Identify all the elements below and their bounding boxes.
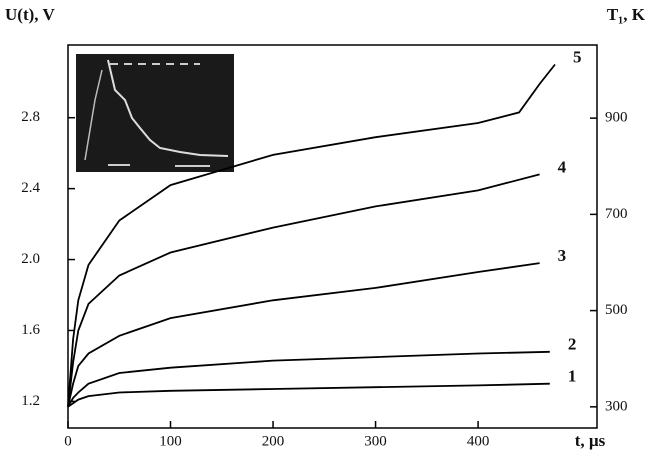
y-tick-label: 2.4 [21,180,40,196]
y2-tick-label: 900 [605,110,628,126]
inset-photo [76,54,234,172]
x-tick-label: 100 [159,433,182,449]
curve-label: 5 [573,47,582,66]
y-tick-label: 2.8 [21,109,40,125]
x-axis-title: t, µs [575,431,606,450]
curve-label: 3 [558,246,567,265]
inset-background [76,54,234,172]
curve [67,262,540,407]
y2-axis-title: T₁, K [607,5,646,24]
inset-trace [107,59,229,157]
y2-tick-label: 300 [605,398,628,414]
y-tick-label: 1.6 [21,322,40,338]
curve-label: 1 [568,367,577,386]
y-tick-label: 1.2 [21,393,40,409]
curve-label: 2 [568,335,577,354]
curve [67,173,540,407]
curve [67,350,550,408]
y2-tick-label: 500 [605,302,628,318]
x-tick-label: 200 [262,433,285,449]
y2-tick-label: 700 [605,206,628,222]
plot-frame [67,44,598,429]
x-tick-label: 300 [364,433,387,449]
x-tick-label: 400 [467,433,490,449]
curve [67,63,556,407]
y-axis-title: U(t), V [5,5,55,24]
y-tick-label: 2.0 [21,251,40,267]
inset-trace [108,164,210,167]
x-tick-label: 0 [64,433,72,449]
curve-label: 4 [558,157,567,176]
inset-trace [84,69,103,161]
curve [67,382,550,408]
